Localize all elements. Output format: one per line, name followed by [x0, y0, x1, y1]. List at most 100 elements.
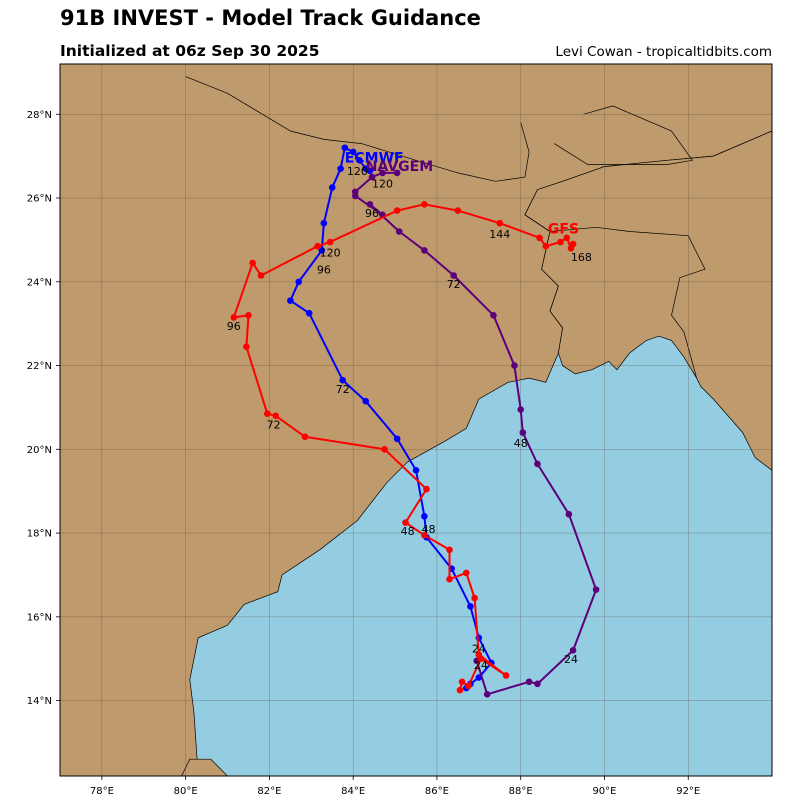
- gfs-track-point: [243, 343, 250, 351]
- gfs-track-point: [423, 485, 430, 493]
- navgem-track-point: [395, 228, 403, 235]
- ecmwf-track-point: [393, 435, 401, 443]
- gfs-track-point: [563, 234, 571, 242]
- gfs-hour-label: 96: [227, 320, 241, 333]
- navgem-track-point: [534, 460, 541, 468]
- gfs-hour-label: 120: [320, 247, 341, 260]
- navgem-model-label: NAVGEM: [366, 159, 433, 175]
- navgem-track-point: [421, 247, 428, 254]
- gfs-track-point: [496, 219, 504, 227]
- ecmwf-track-point: [349, 148, 357, 156]
- gfs-track-point: [301, 433, 309, 441]
- lon-tick-label: 92°E: [676, 786, 700, 797]
- gfs-track-point: [462, 569, 470, 577]
- page-title: 91B INVEST - Model Track Guidance: [60, 6, 481, 30]
- lat-tick-label: 22°N: [27, 361, 52, 372]
- gfs-track-point: [458, 678, 466, 686]
- navgem-track-point: [366, 201, 374, 208]
- gfs-hour-label: 144: [489, 228, 510, 241]
- ecmwf-track-point: [339, 376, 347, 384]
- navgem-track-point: [569, 647, 577, 654]
- lon-tick-label: 78°E: [90, 786, 114, 797]
- ecmwf-track-point: [305, 309, 313, 317]
- ecmwf-track-point: [362, 397, 370, 405]
- ecmwf-track-point: [337, 165, 344, 173]
- gfs-track-point: [456, 686, 464, 694]
- gfs-track-point: [381, 446, 388, 453]
- ecmwf-track-point: [328, 184, 336, 191]
- gfs-model-label: GFS: [548, 222, 579, 238]
- lat-tick-label: 14°N: [27, 696, 52, 707]
- navgem-track-point: [517, 406, 525, 413]
- gfs-track-point: [475, 651, 483, 658]
- gfs-track-point: [542, 242, 550, 250]
- lon-tick-label: 88°E: [509, 786, 533, 797]
- ecmwf-model-label: ECMWF: [345, 150, 404, 166]
- lat-tick-label: 18°N: [27, 529, 52, 540]
- navgem-track-point: [565, 510, 573, 518]
- gfs-track-point: [230, 314, 238, 321]
- gfs-track-point: [421, 201, 428, 208]
- gfs-track-point: [257, 272, 265, 279]
- navgem-track-point: [534, 680, 541, 688]
- gfs-track-point: [454, 207, 462, 214]
- gfs-track-point: [421, 531, 428, 539]
- bhutan-border: [554, 105, 694, 165]
- navgem-track-point: [351, 188, 359, 196]
- lat-tick-label: 24°N: [27, 277, 52, 288]
- navgem-hour-label: 96: [365, 207, 379, 220]
- lat-tick-label: 20°N: [27, 445, 52, 456]
- lon-tick-label: 90°E: [592, 786, 616, 797]
- lon-tick-label: 82°E: [257, 786, 281, 797]
- gfs-track-point: [264, 410, 271, 418]
- gfs-hour-label: 72: [267, 418, 281, 431]
- ecmwf-track-point: [318, 247, 326, 254]
- lat-tick-label: 16°N: [27, 612, 52, 623]
- lat-tick-label: 28°N: [27, 110, 52, 121]
- ecmwf-track-point: [421, 513, 428, 520]
- navgem-track-point: [368, 173, 376, 181]
- ecmwf-track-point: [412, 466, 420, 474]
- lon-tick-label: 86°E: [425, 786, 449, 797]
- lat-tick-label: 26°N: [27, 194, 52, 205]
- gfs-track-point: [465, 682, 472, 690]
- gfs-track-point: [446, 575, 453, 583]
- navgem-track-point: [511, 362, 518, 369]
- ecmwf-hour-label: 72: [336, 383, 350, 396]
- navgem-hour-label: 24: [564, 653, 578, 666]
- gfs-track-point: [393, 207, 401, 214]
- navgem-track-point: [592, 586, 600, 593]
- navgem-track-point: [379, 169, 386, 177]
- track-labels: 24487296120ECMWF24487296120NAVGEM2448729…: [227, 150, 592, 672]
- gfs-track-point: [536, 234, 543, 242]
- navgem-track-point: [450, 272, 457, 279]
- navgem-hour-label: 48: [514, 437, 528, 450]
- gfs-track-point: [471, 594, 478, 602]
- model-tracks: [230, 144, 600, 698]
- ecmwf-hour-label: 120: [347, 165, 368, 178]
- myanmar-landmass: [524, 130, 772, 471]
- ecmwf-track-point: [467, 603, 474, 610]
- navgem-hour-label: 72: [447, 278, 461, 291]
- gfs-track-point: [557, 238, 564, 246]
- ecmwf-hour-label: 24: [472, 642, 486, 655]
- lon-tick-label: 80°E: [174, 786, 198, 797]
- ecmwf-track-point: [341, 144, 349, 152]
- axis-ticks: 78°E 80°E 82°E 84°E 86°E 88°E 90°E 92°E 14°N 16°N…: [27, 110, 700, 797]
- ecmwf-track-point: [287, 297, 294, 304]
- gfs-hour-label: 24: [474, 659, 488, 672]
- gfs-track-point: [314, 242, 321, 250]
- sri-lanka: [181, 758, 228, 776]
- gfs-hour-label: 48: [401, 525, 415, 538]
- lat-lon-grid: [60, 64, 772, 776]
- gfs-track-point: [272, 412, 279, 420]
- gfs-track-point: [446, 546, 453, 554]
- navgem-track-point: [393, 169, 401, 177]
- gfs-track-line: [232, 203, 574, 691]
- gfs-track-point: [245, 311, 252, 319]
- navgem-track-point: [490, 311, 497, 319]
- gfs-track-point: [326, 238, 334, 246]
- ecmwf-hour-label: 96: [317, 263, 331, 276]
- navgem-track-point: [483, 691, 491, 698]
